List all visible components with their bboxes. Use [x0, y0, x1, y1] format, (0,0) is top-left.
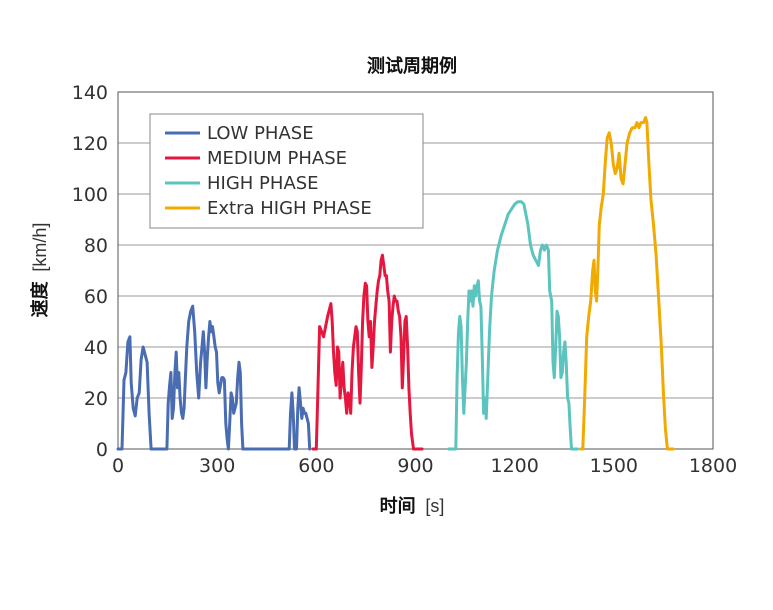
- x-tick-label: 300: [199, 455, 235, 477]
- series-line: [579, 116, 675, 451]
- series-lines: [116, 116, 675, 451]
- x-tick-label: 900: [397, 455, 433, 477]
- y-tick-label: 100: [72, 184, 108, 206]
- y-tick-label: 80: [84, 235, 108, 257]
- y-tick-label: 20: [84, 388, 108, 410]
- y-tick-label: 40: [84, 337, 108, 359]
- legend-label: Extra HIGH PHASE: [207, 198, 372, 219]
- x-axis-title-unit: [s]: [425, 496, 444, 516]
- legend-label: HIGH PHASE: [207, 173, 319, 194]
- x-axis-title: 时间 [s]: [380, 496, 445, 517]
- x-tick-label: 0: [112, 455, 124, 477]
- x-tick-label: 1800: [689, 455, 737, 477]
- y-tick-label: 120: [72, 133, 108, 155]
- legend-item: MEDIUM PHASE: [165, 148, 347, 169]
- tick-labels: 0 20 40 60 80 100 120 140 0 300 600 900 1200 1500 1800: [72, 82, 737, 477]
- x-tick-label: 600: [298, 455, 334, 477]
- svg-text:速度 [km/h]: 速度 [km/h]: [29, 223, 51, 318]
- x-axis-title-main: 时间: [380, 496, 416, 517]
- series-line: [311, 253, 424, 451]
- y-tick-label: 0: [96, 439, 108, 461]
- legend-label: LOW PHASE: [207, 123, 314, 144]
- legend-item: LOW PHASE: [165, 123, 314, 144]
- y-tick-label: 140: [72, 82, 108, 104]
- legend-label: MEDIUM PHASE: [207, 148, 347, 169]
- x-tick-label: 1500: [590, 455, 638, 477]
- y-axis-title-main: 速度: [29, 280, 51, 317]
- y-tick-label: 60: [84, 286, 108, 308]
- y-axis-title-unit: [km/h]: [30, 223, 50, 272]
- y-axis-title: 速度 [km/h]: [29, 223, 51, 318]
- x-tick-label: 1200: [490, 455, 538, 477]
- chart-title: 测试周期例: [367, 55, 457, 77]
- series-line: [447, 200, 579, 451]
- legend-item: HIGH PHASE: [165, 173, 319, 194]
- legend: LOW PHASE MEDIUM PHASE HIGH PHASE Extra HIG…: [149, 113, 424, 229]
- legend-item: Extra HIGH PHASE: [165, 198, 372, 219]
- series-line: [116, 304, 312, 451]
